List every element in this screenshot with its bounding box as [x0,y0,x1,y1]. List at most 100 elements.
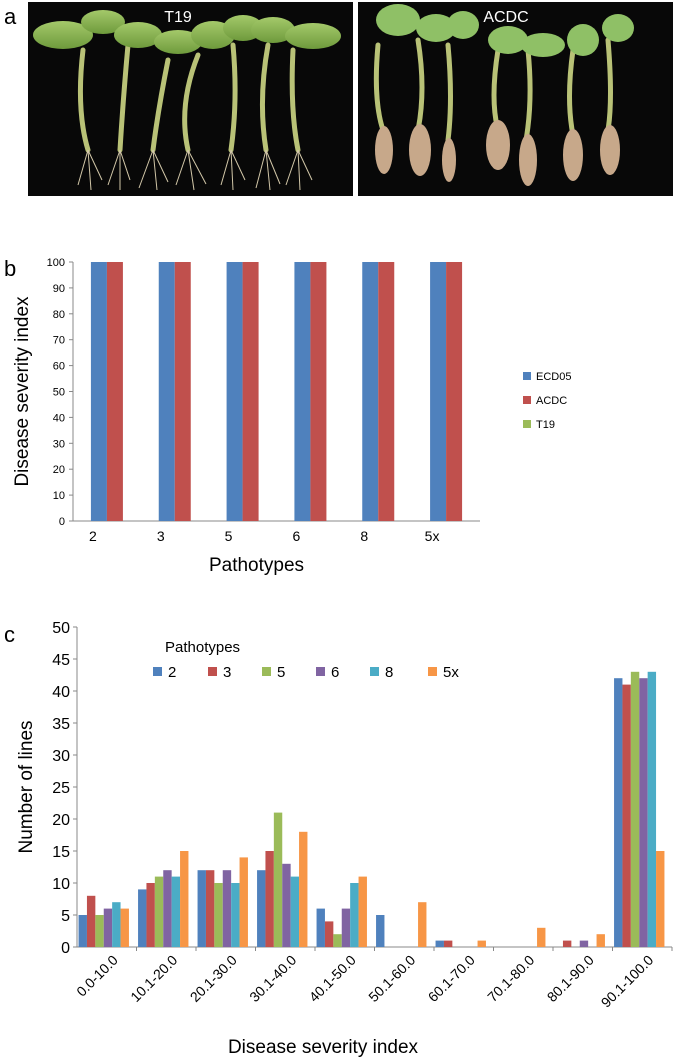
legend-title: Pathotypes [165,639,240,656]
bar-acdc-3 [174,262,191,521]
y-tick-label: 5 [61,908,70,925]
bar-6-10.1-20.0 [163,870,172,947]
bar-acdc-8 [378,262,395,521]
bar-3-60.1-70.0 [443,940,453,947]
bar-2-0.0-10.0 [78,915,87,947]
bar-5-0.0-10.0 [95,915,104,947]
legend-label-8: 8 [385,664,393,681]
bar-5-40.1-50.0 [333,934,342,947]
panel-c-letter: c [4,622,15,647]
x-tick-label: 60.1-70.0 [425,952,478,1005]
bar-5-90.1-100.0 [630,671,640,947]
panel-b-letter: b [4,256,17,281]
y-tick-label: 30 [53,438,65,450]
bar-3-30.1-40.0 [265,851,274,947]
y-tick-label: 40 [53,412,65,424]
bar-5x-30.1-40.0 [299,831,308,947]
bar-5x-50.1-60.0 [418,902,427,947]
y-tick-label: 45 [52,652,70,669]
bar-ecd05-3 [158,262,175,521]
y-tick-label: 90 [53,283,65,295]
bar-5-30.1-40.0 [273,812,283,947]
bar-2-20.1-30.0 [197,870,206,947]
bar-ecd05-5x [430,262,447,521]
x-tick-label: 90.1-100.0 [598,952,657,1011]
legend-label-5x: 5x [443,664,459,681]
y-tick-label: 50 [53,387,65,399]
x-tick-label: 8 [360,528,368,544]
legend-label-5: 5 [277,664,285,681]
x-tick-label: 2 [89,528,97,544]
panel-a-photos: T19 AC [28,2,673,196]
bar-6-30.1-40.0 [282,863,291,947]
bar-8-90.1-100.0 [647,671,657,947]
x-tick-label: 20.1-30.0 [187,952,240,1005]
y-tick-label: 10 [52,876,70,893]
y-tick-label: 40 [52,684,70,701]
bar-8-30.1-40.0 [290,876,300,947]
y-tick-label: 80 [53,309,65,321]
bar-5x-90.1-100.0 [656,851,665,947]
bar-3-0.0-10.0 [86,895,96,947]
bar-5x-80.1-90.0 [596,934,605,947]
bar-5x-10.1-20.0 [180,851,189,947]
x-tick-label: 6 [293,528,301,544]
y-tick-label: 35 [52,716,70,733]
t19-photo [28,2,353,196]
bar-2-40.1-50.0 [316,908,325,947]
x-axis-title: Disease severity index [228,1037,419,1057]
x-tick-label: 5x [425,528,440,544]
y-tick-label: 0 [61,940,70,957]
chart-b: 0 10 20 30 40 50 60 70 80 90 100 2 3 5 6 8 5x Pathotypes D… [12,257,571,576]
acdc-label: ACDC [483,9,528,26]
bar-ecd05-5 [226,262,243,521]
bar-3-20.1-30.0 [205,870,215,947]
legend-swatch-2 [153,667,162,676]
acdc-photo [358,2,673,196]
panel-a-letter: a [4,4,17,29]
x-tick-label: 50.1-60.0 [365,952,418,1005]
x-tick-label: 70.1-80.0 [484,952,537,1005]
x-axis-title: Pathotypes [209,555,304,576]
bar-2-50.1-60.0 [376,915,385,947]
legend-label-6: 6 [331,664,339,681]
bar-acdc-2 [106,262,123,521]
legend-swatch-acdc [523,396,531,404]
y-tick-label: 100 [47,257,65,269]
y-tick-label: 50 [52,620,70,637]
y-axis-title: Disease severity index [12,296,33,487]
bar-ecd05-2 [90,262,107,521]
y-tick-label: 20 [52,812,70,829]
bar-6-90.1-100.0 [639,678,648,947]
bar-acdc-5x [446,262,463,521]
bar-8-20.1-30.0 [231,883,240,947]
bar-3-90.1-100.0 [622,684,631,947]
legend-label-2: 2 [168,664,176,681]
legend-label-3: 3 [223,664,231,681]
x-tick-label: 5 [225,528,233,544]
legend-swatch-6 [316,667,325,676]
legend-label-acdc: ACDC [536,395,567,407]
bar-6-20.1-30.0 [222,870,232,947]
legend-swatch-3 [208,667,217,676]
bar-2-90.1-100.0 [614,678,623,947]
bar-5x-20.1-30.0 [239,857,248,947]
bar-3-80.1-90.0 [562,940,572,947]
bar-5-20.1-30.0 [214,883,223,947]
bar-5x-60.1-70.0 [477,940,486,947]
y-tick-label: 0 [59,516,65,528]
x-tick-label: 0.0-10.0 [73,952,121,1000]
bar-6-40.1-50.0 [341,908,351,947]
x-tick-label: 80.1-90.0 [544,952,597,1005]
legend-label-ecd05: ECD05 [536,371,571,383]
bar-5x-0.0-10.0 [120,908,129,947]
y-tick-label: 10 [53,490,65,502]
bar-5x-70.1-80.0 [537,927,546,947]
bar-8-10.1-20.0 [171,876,181,947]
x-tick-label: 40.1-50.0 [306,952,359,1005]
bar-acdc-6 [310,262,327,521]
bar-ecd05-8 [362,262,379,521]
x-tick-label: 30.1-40.0 [246,952,299,1005]
y-tick-label: 70 [53,335,65,347]
